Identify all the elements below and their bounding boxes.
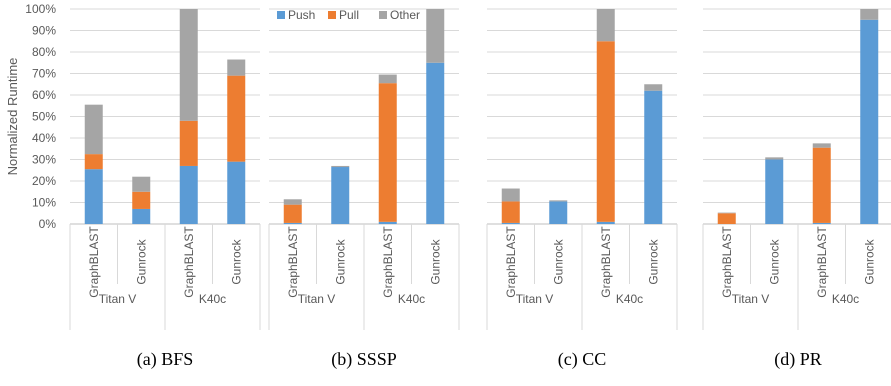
- y-tick-label: 50%: [32, 110, 56, 124]
- x-category-label: Gunrock: [862, 238, 876, 284]
- x-group-label: K40c: [616, 292, 643, 306]
- y-tick-label: 30%: [32, 153, 56, 167]
- bar-push-p4-c3: [812, 222, 831, 224]
- bar-other-p2-c2: [331, 165, 350, 168]
- y-tick-label: 80%: [32, 45, 56, 59]
- panel-caption: (a) BFS: [137, 349, 194, 370]
- legend-label-pull: Pull: [339, 8, 359, 22]
- bar-push-p4-c4: [860, 19, 879, 224]
- y-tick-label: 60%: [32, 88, 56, 102]
- bar-pull-p2-c3: [378, 83, 397, 222]
- bar-other-p1-c4: [227, 59, 246, 76]
- legend: Push Pull Other: [277, 8, 420, 22]
- bar-other-p2-c4: [426, 9, 445, 63]
- x-group-label: K40c: [199, 292, 226, 306]
- bar-push-p1-c2: [132, 208, 151, 224]
- bar-push-p3-c2: [549, 201, 568, 224]
- bar-other-p4-c1: [717, 212, 736, 214]
- panel-caption: (b) SSSP: [331, 349, 397, 370]
- legend-swatch-other: [379, 11, 387, 19]
- legend-label-push: Push: [288, 8, 315, 22]
- y-tick-label: 90%: [32, 24, 56, 38]
- x-category-label: Gunrock: [551, 238, 565, 284]
- x-group-label: Titan V: [298, 292, 336, 306]
- bar-push-p1-c1: [84, 169, 103, 224]
- y-tick-label: 100%: [25, 2, 56, 16]
- bar-push-p1-c3: [179, 165, 198, 224]
- legend-swatch-push: [277, 11, 285, 19]
- y-tick-label: 40%: [32, 131, 56, 145]
- bar-pull-p2-c1: [283, 204, 302, 223]
- x-category-label: GraphBLAST: [182, 226, 196, 298]
- x-category-label: Gunrock: [428, 238, 442, 284]
- bar-push-p2-c3: [378, 221, 397, 224]
- y-axis: 0% 10% 20% 30% 40% 50% 60% 70% 80% 90% 100% Normali…: [5, 2, 56, 231]
- bar-pull-p3-c3: [596, 41, 615, 222]
- bar-other-p2-c1: [283, 199, 302, 205]
- x-group-label: Titan V: [516, 292, 554, 306]
- bar-push-p4-c2: [765, 159, 784, 224]
- x-category-label: GraphBLAST: [381, 226, 395, 298]
- bar-push-p2-c1: [283, 222, 302, 224]
- bar-pull-p3-c1: [501, 201, 520, 223]
- bar-other-p1-c2: [132, 176, 151, 192]
- panel-caption: (c) CC: [558, 349, 607, 370]
- legend-swatch-pull: [328, 11, 336, 19]
- x-category-label: Gunrock: [646, 238, 660, 284]
- x-axis: GraphBLAST Gunrock GraphBLAST Gunrock Titan …: [69, 224, 876, 330]
- x-group-label: Titan V: [732, 292, 770, 306]
- x-category-label: GraphBLAST: [286, 226, 300, 298]
- x-category-label: GraphBLAST: [720, 226, 734, 298]
- x-group-label: K40c: [832, 292, 859, 306]
- bar-pull-p1-c3: [179, 120, 198, 166]
- bar-other-p4-c4: [860, 9, 879, 20]
- bar-other-p4-c3: [812, 143, 831, 148]
- bar-push-p1-c4: [227, 161, 246, 224]
- x-category-label: Gunrock: [767, 238, 781, 284]
- panel-caption: (d) PR: [774, 349, 822, 370]
- bar-other-p1-c1: [84, 104, 103, 155]
- x-category-label: GraphBLAST: [599, 226, 613, 298]
- x-category-label: GraphBLAST: [815, 226, 829, 298]
- bar-push-p3-c3: [596, 221, 615, 224]
- legend-label-other: Other: [390, 8, 420, 22]
- bar-other-p3-c2: [549, 200, 568, 202]
- x-category-label: GraphBLAST: [504, 226, 518, 298]
- bar-pull-p1-c1: [84, 154, 103, 170]
- x-category-label: Gunrock: [229, 238, 243, 284]
- y-tick-label: 10%: [32, 196, 56, 210]
- bar-other-p4-c2: [765, 157, 784, 160]
- y-tick-label: 20%: [32, 174, 56, 188]
- bar-push-p2-c4: [426, 62, 445, 224]
- panel-captions: (a) BFS (b) SSSP (c) CC (d) PR: [137, 349, 822, 370]
- bar-push-p2-c2: [331, 167, 350, 224]
- bar-push-p3-c4: [644, 90, 663, 224]
- bar-other-p3-c3: [596, 9, 615, 42]
- bar-other-p3-c4: [644, 84, 663, 91]
- bar-other-p3-c1: [501, 188, 520, 202]
- bar-pull-p1-c4: [227, 75, 246, 162]
- bars: [84, 9, 879, 224]
- x-category-label: GraphBLAST: [87, 226, 101, 298]
- y-tick-label: 0%: [39, 217, 57, 231]
- bar-pull-p4-c3: [812, 147, 831, 223]
- x-category-label: Gunrock: [134, 238, 148, 284]
- x-category-label: Gunrock: [333, 238, 347, 284]
- bar-pull-p4-c1: [717, 213, 736, 224]
- bar-push-p3-c1: [501, 222, 520, 224]
- bar-other-p1-c3: [179, 9, 198, 121]
- bar-pull-p1-c2: [132, 191, 151, 209]
- bar-other-p2-c3: [378, 74, 397, 84]
- y-tick-label: 70%: [32, 67, 56, 81]
- x-group-label: K40c: [398, 292, 425, 306]
- x-group-label: Titan V: [99, 292, 137, 306]
- y-axis-label: Normalized Runtime: [5, 58, 20, 176]
